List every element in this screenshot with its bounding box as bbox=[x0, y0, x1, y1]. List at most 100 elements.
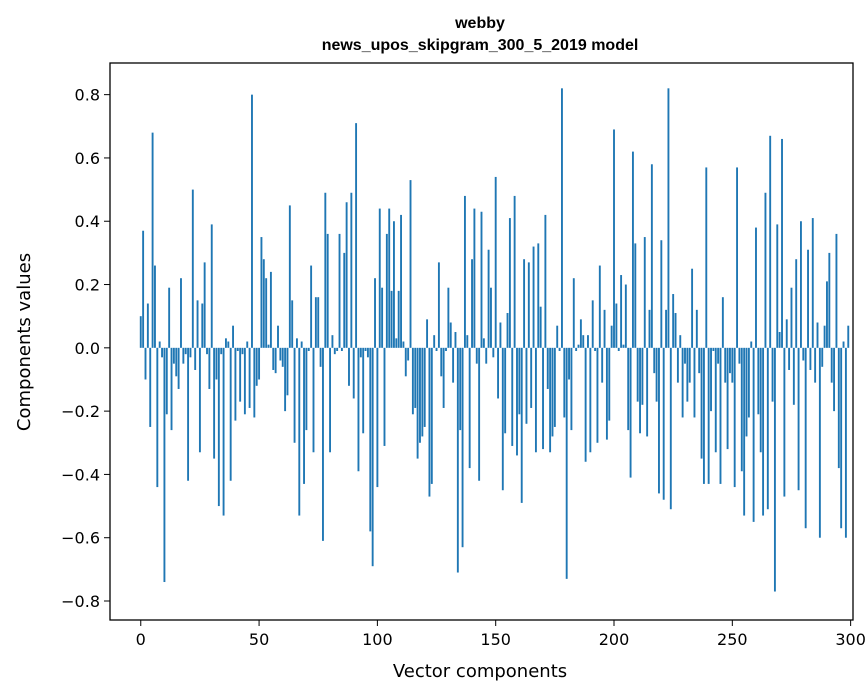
bar-component-240 bbox=[707, 347, 710, 484]
bar-component-74 bbox=[314, 297, 317, 348]
bar-component-152 bbox=[499, 322, 502, 348]
bar-component-134 bbox=[456, 347, 459, 573]
bar-component-26 bbox=[201, 303, 204, 348]
bar-component-31 bbox=[213, 347, 216, 459]
bar-component-224 bbox=[669, 347, 672, 510]
bar-component-246 bbox=[721, 297, 724, 348]
bar-component-286 bbox=[816, 322, 819, 348]
bar-component-127 bbox=[440, 347, 443, 377]
bar-component-114 bbox=[409, 180, 412, 348]
x-tick-label: 150 bbox=[480, 630, 511, 649]
bar-component-274 bbox=[788, 347, 791, 370]
bar-component-27 bbox=[203, 262, 206, 348]
bar-component-4 bbox=[149, 347, 152, 427]
bar-component-276 bbox=[792, 347, 795, 405]
bar-component-261 bbox=[757, 347, 760, 415]
bar-component-86 bbox=[343, 252, 346, 348]
x-tick-label: 300 bbox=[835, 630, 866, 649]
bar-component-196 bbox=[603, 309, 606, 348]
bar-component-125 bbox=[435, 347, 438, 351]
bar-component-102 bbox=[381, 287, 384, 348]
bar-component-14 bbox=[172, 347, 175, 364]
bar-component-270 bbox=[778, 332, 781, 348]
plot-area-frame bbox=[109, 62, 854, 621]
bar-component-100 bbox=[376, 347, 379, 488]
bar-component-49 bbox=[255, 347, 258, 386]
bar-component-277 bbox=[795, 259, 798, 348]
bar-component-294 bbox=[835, 233, 838, 348]
bar-component-204 bbox=[622, 344, 625, 348]
bar-component-253 bbox=[738, 347, 741, 364]
bar-component-234 bbox=[693, 347, 696, 418]
x-tick-label: 250 bbox=[717, 630, 748, 649]
bar-component-299 bbox=[847, 325, 850, 348]
bar-component-61 bbox=[284, 347, 287, 412]
bar-component-259 bbox=[752, 347, 755, 522]
bar-component-1 bbox=[142, 230, 145, 348]
bar-component-149 bbox=[492, 347, 495, 358]
bar-component-163 bbox=[525, 347, 528, 424]
bar-component-118 bbox=[419, 347, 421, 443]
bar-component-247 bbox=[724, 347, 727, 383]
bar-component-44 bbox=[243, 347, 246, 415]
bar-component-290 bbox=[826, 281, 828, 348]
bar-component-217 bbox=[653, 347, 656, 374]
bar-component-170 bbox=[542, 347, 544, 450]
bar-component-250 bbox=[731, 347, 734, 383]
bar-component-205 bbox=[624, 284, 627, 348]
bar-component-11 bbox=[165, 347, 168, 415]
bar-component-137 bbox=[463, 195, 466, 348]
bar-component-89 bbox=[350, 192, 353, 348]
bar-component-128 bbox=[442, 347, 445, 408]
x-tick-label: 50 bbox=[249, 630, 269, 649]
bar-component-90 bbox=[352, 347, 355, 399]
bar-component-151 bbox=[497, 347, 500, 399]
bar-component-33 bbox=[217, 347, 220, 507]
bar-component-111 bbox=[402, 341, 405, 348]
bar-component-271 bbox=[781, 138, 783, 348]
bar-component-268 bbox=[773, 347, 776, 592]
bar-component-2 bbox=[144, 347, 147, 380]
bar-component-150 bbox=[494, 176, 497, 348]
bar-component-193 bbox=[596, 347, 599, 443]
bar-component-213 bbox=[643, 237, 646, 348]
bar-component-30 bbox=[210, 224, 213, 348]
bar-component-13 bbox=[170, 347, 173, 431]
bar-component-232 bbox=[688, 347, 691, 383]
bar-component-279 bbox=[800, 221, 802, 348]
bar-component-288 bbox=[821, 347, 824, 367]
bar-component-221 bbox=[662, 347, 665, 500]
bar-component-203 bbox=[620, 275, 623, 348]
bar-component-37 bbox=[227, 341, 230, 348]
bar-component-65 bbox=[293, 347, 296, 443]
x-axis-label: Vector components bbox=[393, 661, 567, 682]
bar-component-178 bbox=[561, 88, 563, 348]
bar-component-140 bbox=[471, 259, 473, 348]
bar-component-159 bbox=[516, 347, 518, 456]
bar-component-283 bbox=[809, 347, 812, 370]
bar-component-244 bbox=[717, 347, 720, 364]
bar-component-53 bbox=[265, 278, 268, 348]
bar-component-220 bbox=[660, 240, 663, 348]
x-tick-label: 0 bbox=[136, 630, 146, 649]
bar-component-233 bbox=[691, 268, 694, 348]
bar-component-7 bbox=[156, 347, 159, 488]
bar-component-95 bbox=[364, 347, 367, 351]
bar-component-255 bbox=[743, 347, 746, 516]
bar-component-241 bbox=[710, 347, 712, 412]
bar-component-267 bbox=[771, 347, 774, 402]
bar-component-50 bbox=[258, 347, 261, 380]
bar-component-194 bbox=[598, 265, 601, 348]
bar-component-5 bbox=[151, 132, 154, 348]
bar-component-184 bbox=[575, 347, 578, 351]
bar-component-123 bbox=[430, 347, 433, 484]
y-tick-label: 0.2 bbox=[75, 276, 100, 295]
bar-component-57 bbox=[274, 347, 277, 374]
bar-component-10 bbox=[163, 347, 166, 583]
bar-component-174 bbox=[551, 347, 554, 437]
bar-component-133 bbox=[454, 332, 457, 348]
bar-component-157 bbox=[511, 347, 514, 446]
bar-component-202 bbox=[617, 347, 620, 351]
